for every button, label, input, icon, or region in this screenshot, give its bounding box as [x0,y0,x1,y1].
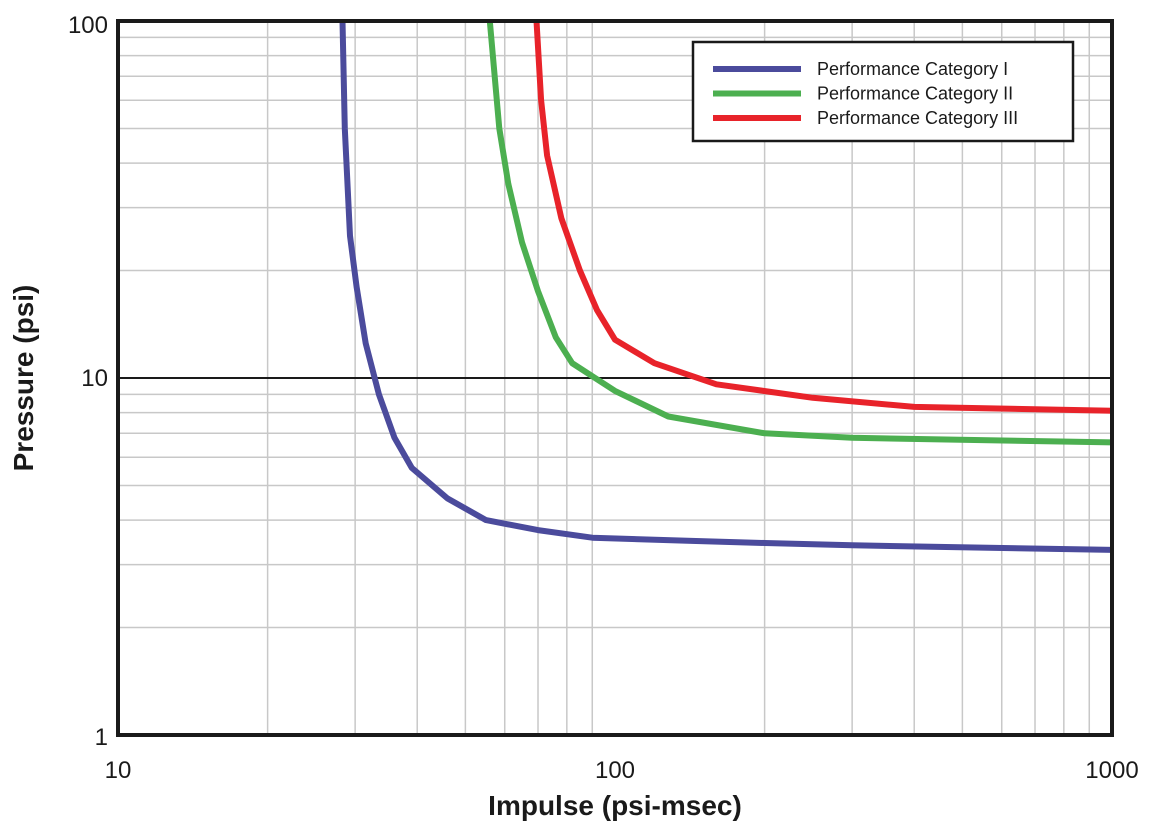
y-tick-labels: 1 10 100 [68,12,108,751]
y-tick-label: 1 [95,724,108,751]
series-line [486,20,1113,446]
series-line [339,20,1113,553]
x-tick-label: 10 [105,757,132,784]
series-line [533,20,1113,414]
legend: Performance Category I Performance Catego… [691,40,1075,143]
y-tick-label: 10 [81,365,108,392]
legend-label: Performance Category III [817,108,1018,128]
series-lines [339,20,1113,553]
x-tick-labels: 10 100 1000 [105,757,1139,784]
plot-frame [116,19,1114,737]
legend-label: Performance Category II [817,84,1013,104]
x-axis-title: Impulse (psi-msec) [488,790,742,821]
y-axis-title: Pressure (psi) [8,285,39,472]
legend-label: Performance Category I [817,59,1008,79]
x-tick-label: 1000 [1085,757,1138,784]
x-tick-label: 100 [595,757,635,784]
y-tick-label: 100 [68,12,108,39]
